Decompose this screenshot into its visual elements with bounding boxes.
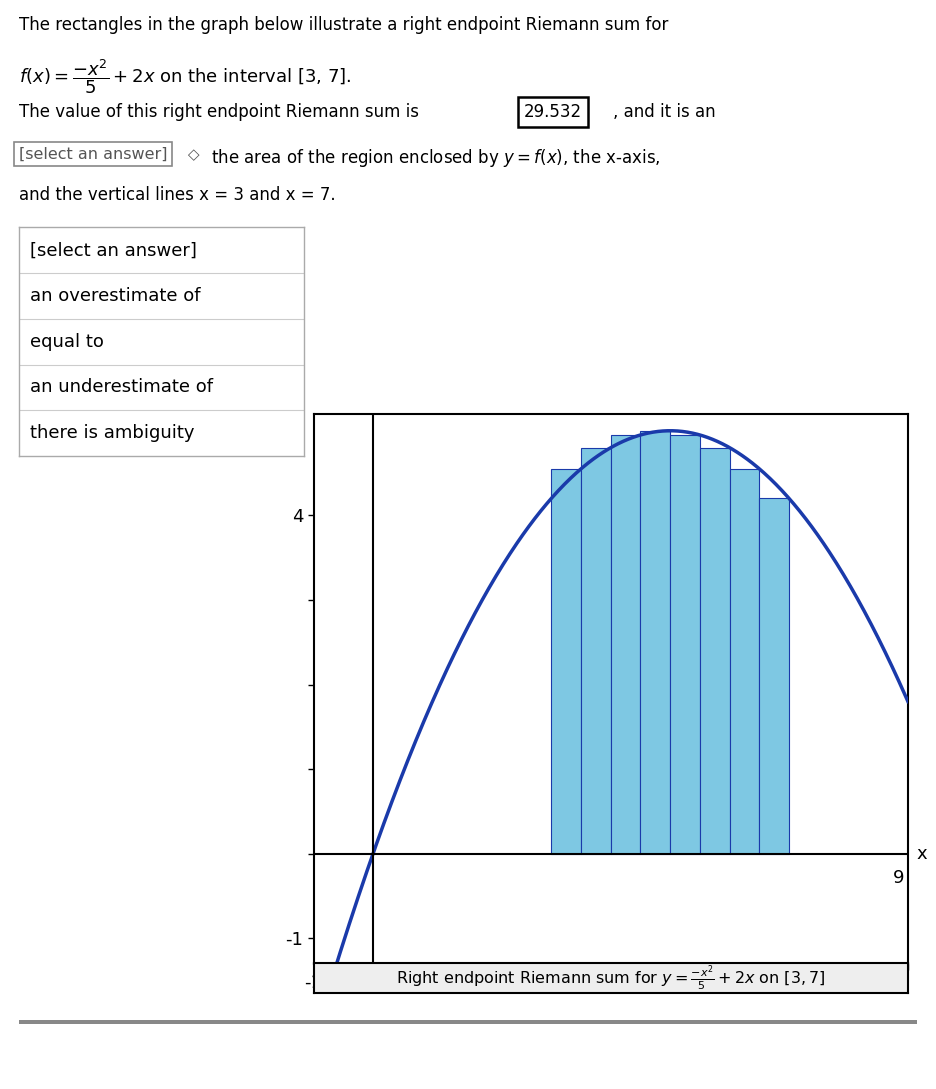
Text: ◇: ◇: [183, 147, 204, 161]
Text: x: x: [917, 845, 928, 862]
Text: and the vertical lines x = 3 and x = 7.: and the vertical lines x = 3 and x = 7.: [19, 186, 335, 204]
Text: the area of the region enclosed by $y = f(x)$, the x-axis,: the area of the region enclosed by $y = …: [211, 147, 660, 169]
Bar: [670, 435, 700, 854]
Text: The value of this right endpoint Riemann sum is: The value of this right endpoint Riemann…: [19, 103, 418, 121]
Text: , and it is an: , and it is an: [613, 103, 716, 121]
Bar: [611, 435, 640, 854]
Text: 9: 9: [893, 869, 905, 888]
Text: an underestimate of: an underestimate of: [30, 379, 213, 396]
Bar: [640, 431, 670, 854]
Text: Right endpoint Riemann sum for $y = \frac{-x^2}{5} + 2x$ on $[3, 7]$: Right endpoint Riemann sum for $y = \fra…: [396, 963, 826, 993]
Text: $f(x) = \dfrac{-x^2}{5} + 2x$ on the interval [3, 7].: $f(x) = \dfrac{-x^2}{5} + 2x$ on the int…: [19, 58, 351, 97]
Text: The rectangles in the graph below illustrate a right endpoint Riemann sum for: The rectangles in the graph below illust…: [19, 16, 668, 35]
Text: equal to: equal to: [30, 333, 104, 351]
Bar: [730, 468, 759, 854]
Bar: [759, 499, 789, 854]
Text: an overestimate of: an overestimate of: [30, 287, 200, 305]
Bar: [700, 448, 730, 854]
Bar: [581, 448, 610, 854]
Bar: [551, 469, 581, 854]
Text: 29.532: 29.532: [524, 103, 582, 121]
Text: [select an answer]: [select an answer]: [30, 242, 197, 259]
Text: [select an answer]: [select an answer]: [19, 147, 168, 161]
Text: there is ambiguity: there is ambiguity: [30, 425, 195, 442]
